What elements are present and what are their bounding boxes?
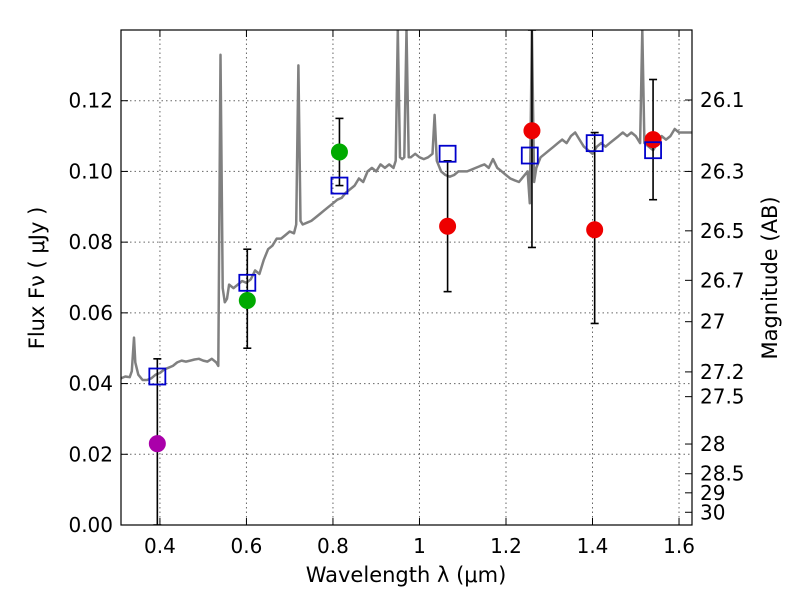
y2-tick-label: 26.3 — [700, 159, 745, 183]
y2-tick-label: 29 — [700, 481, 725, 505]
plot-area — [121, 30, 692, 525]
model-point — [238, 273, 257, 292]
x-tick-label: 1 — [413, 534, 426, 558]
axis-ticks — [121, 30, 692, 526]
observed-point — [644, 131, 662, 149]
y-tick-label: 0.04 — [68, 372, 113, 396]
x-tick-label: 0.6 — [231, 534, 263, 558]
observed-point — [523, 122, 541, 140]
y-axis-label: Flux Fν ( μJy ) — [25, 207, 49, 350]
model-points — [148, 134, 662, 386]
observed-points — [148, 122, 662, 453]
y-tick-label: 0.06 — [68, 301, 113, 325]
y2-tick-label: 27 — [700, 310, 725, 334]
y2-tick-label: 30 — [700, 500, 725, 524]
model-point — [644, 141, 662, 160]
y-tick-label: 0.12 — [68, 89, 113, 113]
x-tick-labels: 0.4 0.6 0.8 1 1.2 1.4 1.6 — [144, 534, 695, 558]
model-point — [438, 144, 457, 163]
model-point — [148, 367, 167, 386]
x-axis-label: Wavelength λ (μm) — [306, 563, 507, 587]
x-tick-label: 0.4 — [144, 534, 176, 558]
model-point — [585, 134, 604, 153]
x-tick-label: 1.6 — [663, 534, 695, 558]
observed-point — [330, 143, 348, 161]
y-tick-label: 0.08 — [68, 230, 113, 254]
model-point — [520, 146, 539, 165]
plot-frame — [120, 29, 693, 526]
observed-point — [238, 291, 256, 309]
y-tick-labels: 0.00 0.02 0.04 0.06 0.08 0.10 0.12 — [68, 89, 113, 537]
sed-model-line — [121, 30, 692, 382]
observed-point — [439, 217, 457, 235]
observed-point — [148, 435, 166, 453]
model-point — [330, 176, 349, 195]
x-tick-label: 1.4 — [577, 534, 609, 558]
y2-tick-label: 27.2 — [700, 360, 745, 384]
observed-point — [586, 221, 604, 239]
x-tick-label: 0.8 — [317, 534, 349, 558]
y-tick-label: 0.10 — [68, 159, 113, 183]
y2-tick-label: 28.5 — [700, 462, 745, 486]
y2-tick-label: 27.5 — [700, 385, 745, 409]
y-tick-label: 0.00 — [68, 513, 113, 537]
grid-lines — [121, 30, 692, 526]
y-tick-label: 0.02 — [68, 442, 113, 466]
y2-tick-label: 28 — [700, 432, 725, 456]
y2-tick-label: 26.7 — [700, 268, 745, 292]
x-tick-label: 1.2 — [490, 534, 522, 558]
y2-tick-label: 26.5 — [700, 219, 745, 243]
y2-tick-label: 26.1 — [700, 88, 745, 112]
y2-axis-label: Magnitude (AB) — [758, 196, 782, 359]
